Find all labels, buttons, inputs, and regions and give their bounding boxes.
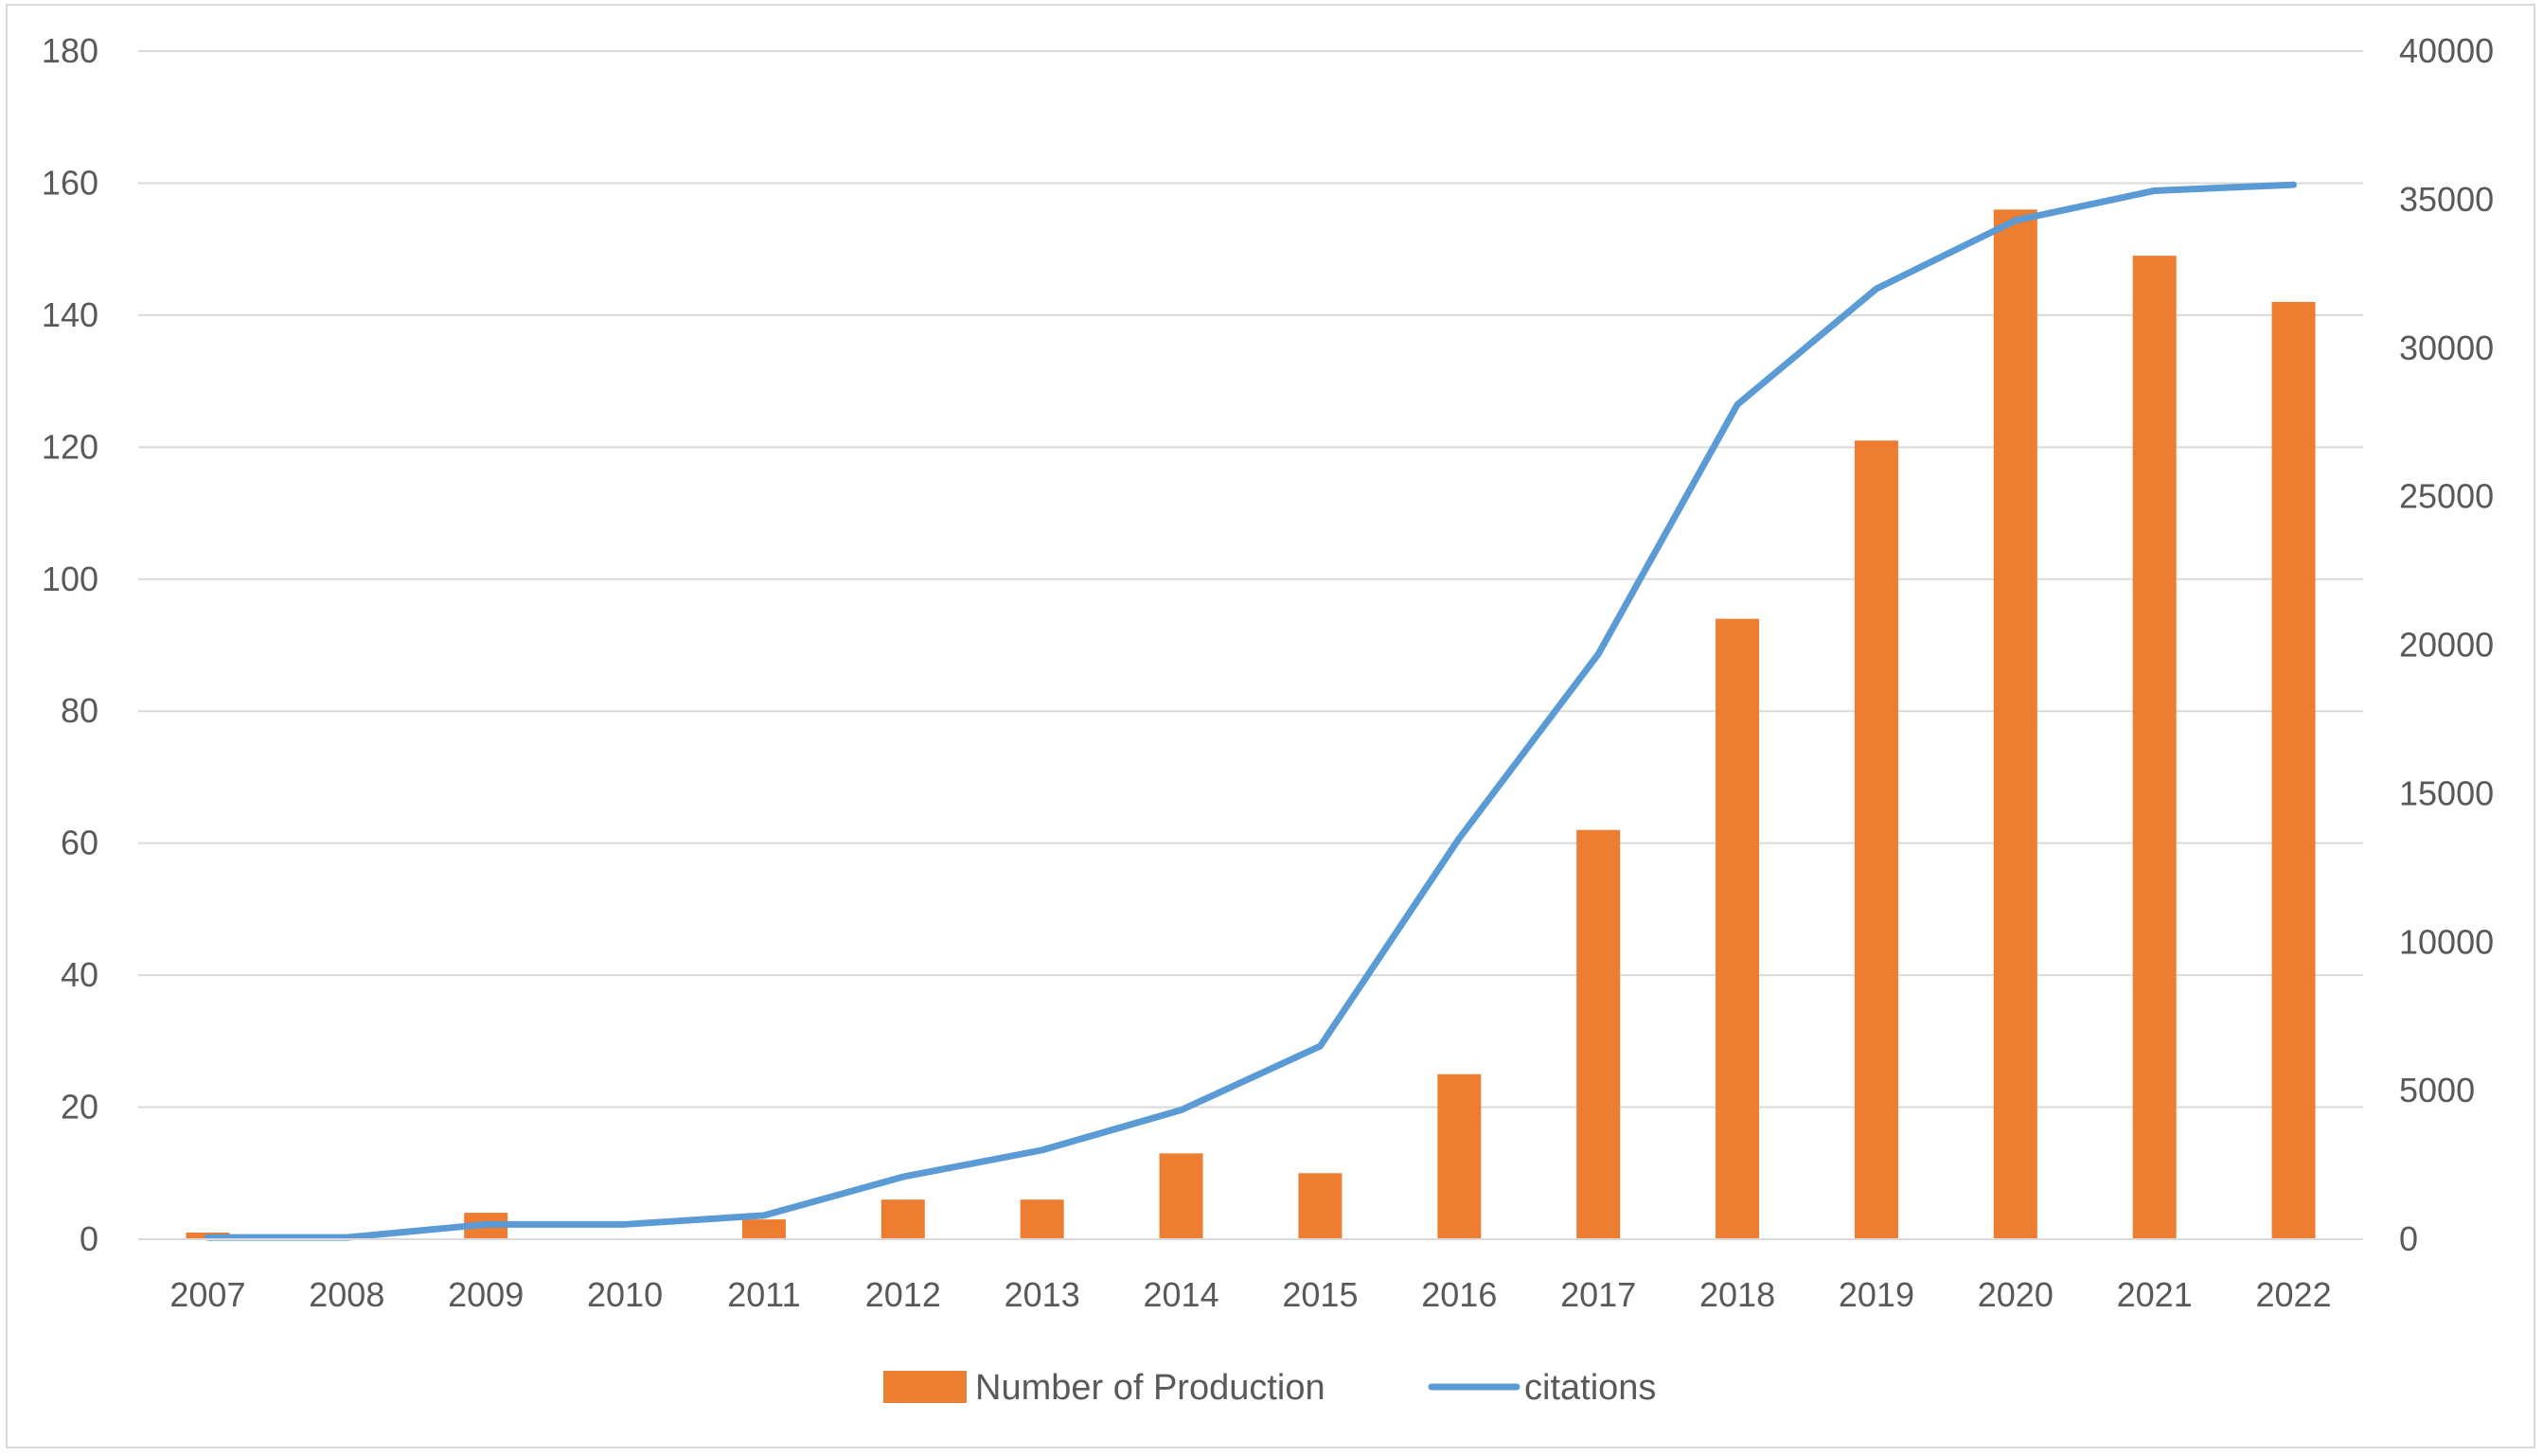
bar-2013 [1020,1199,1064,1239]
right-tick-label: 40000 [2399,31,2494,70]
right-axis-ticks: 0 5000 10000 15000 20000 25000 30000 35000 40000 [2399,31,2494,1258]
x-axis-ticks: 2007 2008 2009 2010 2011 2012 2013 2014 2015 2016… [169,1275,2331,1314]
right-tick-label: 10000 [2399,922,2494,961]
bar-series [186,209,2316,1240]
citations-line [204,181,2298,1241]
bar-2011 [741,1219,786,1239]
bar-2015 [1298,1173,1343,1239]
x-tick-label: 2011 [727,1275,800,1314]
x-tick-label: 2013 [1005,1275,1080,1314]
chart-frame [6,4,2535,1448]
left-tick-label: 20 [61,1088,98,1127]
bar-2022 [2271,301,2316,1239]
bar-2012 [880,1199,925,1239]
bar-2021 [2132,256,2177,1239]
line-series [204,181,2298,1241]
bar-2014 [1159,1153,1203,1239]
left-tick-label: 120 [42,427,98,466]
left-tick-label: 60 [61,824,98,862]
left-tick-label: 140 [42,295,98,334]
bar-2020 [1993,209,2037,1239]
bar-2016 [1437,1074,1482,1239]
right-tick-label: 35000 [2399,180,2494,219]
x-tick-label: 2012 [865,1275,941,1314]
left-tick-label: 40 [61,955,98,994]
x-tick-label: 2007 [169,1275,245,1314]
right-tick-label: 30000 [2399,328,2494,367]
x-tick-label: 2020 [1978,1275,2054,1314]
x-tick-label: 2009 [448,1275,524,1314]
x-tick-label: 2008 [309,1275,384,1314]
right-tick-label: 5000 [2399,1071,2475,1110]
right-tick-label: 15000 [2399,773,2494,812]
left-axis-ticks: 0 20 40 60 80 100 120 140 160 180 [42,31,98,1258]
x-tick-label: 2022 [2256,1275,2332,1314]
x-tick-label: 2016 [1421,1275,1497,1314]
left-tick-label: 160 [42,163,98,202]
right-tick-label: 0 [2399,1219,2418,1258]
left-tick-label: 80 [61,691,98,730]
legend: Number of Production citations [883,1368,1656,1408]
bar-2017 [1576,829,1621,1239]
x-tick-label: 2015 [1282,1275,1358,1314]
x-tick-label: 2021 [2117,1275,2193,1314]
bar-2018 [1716,618,1760,1239]
legend-label-citations: citations [1524,1368,1656,1408]
legend-swatch-production [883,1371,967,1403]
right-tick-label: 20000 [2399,626,2494,665]
bar-2019 [1854,440,1898,1240]
right-tick-label: 25000 [2399,477,2494,516]
left-tick-label: 0 [80,1219,98,1258]
legend-label-production: Number of Production [975,1368,1325,1408]
left-tick-label: 100 [42,559,98,598]
x-tick-label: 2017 [1560,1275,1636,1314]
left-tick-label: 180 [42,31,98,70]
x-tick-label: 2019 [1839,1275,1914,1314]
x-tick-label: 2010 [587,1275,663,1314]
x-tick-label: 2014 [1144,1275,1219,1314]
x-tick-label: 2018 [1699,1275,1775,1314]
